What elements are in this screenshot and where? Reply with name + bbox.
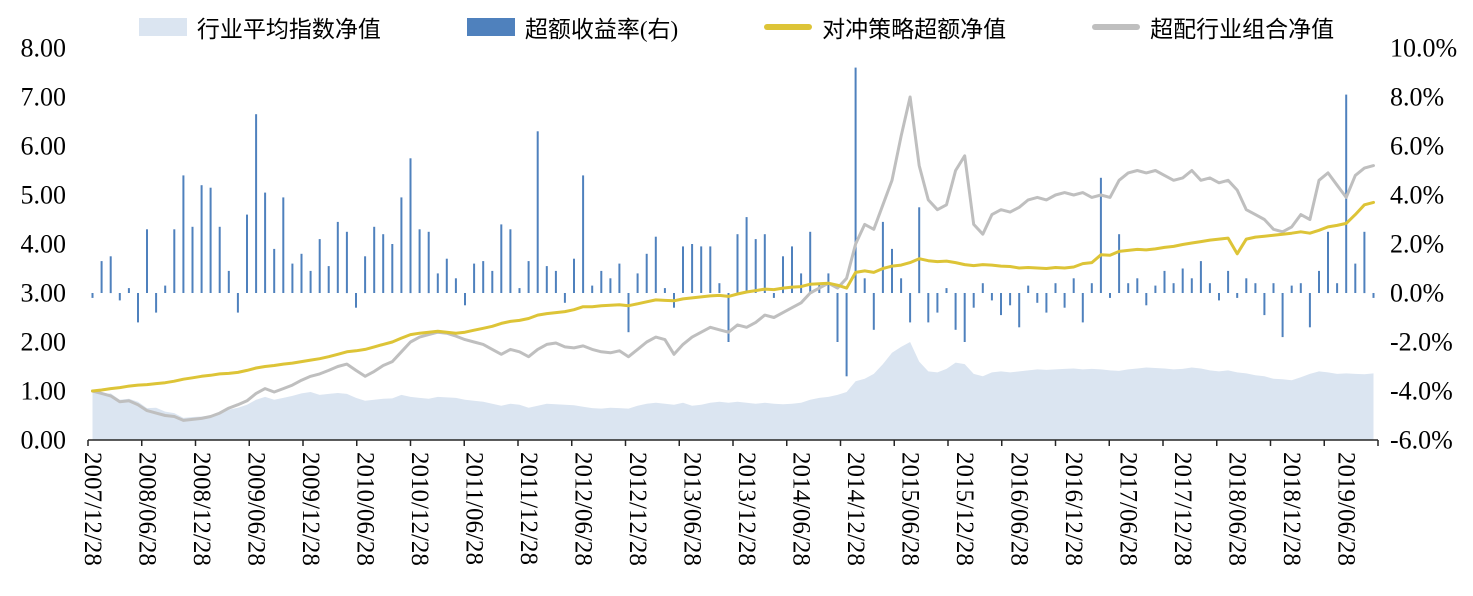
svg-text:2016/06/28: 2016/06/28 — [1006, 452, 1033, 566]
svg-text:2009/12/28: 2009/12/28 — [297, 452, 324, 566]
svg-text:2009/06/28: 2009/06/28 — [243, 452, 270, 566]
svg-text:2007/12/28: 2007/12/28 — [79, 452, 106, 566]
svg-text:2019/06/28: 2019/06/28 — [1333, 452, 1360, 566]
svg-text:2011/06/28: 2011/06/28 — [461, 452, 488, 565]
svg-text:2013/06/28: 2013/06/28 — [679, 452, 706, 566]
svg-text:2014/06/28: 2014/06/28 — [788, 452, 815, 566]
svg-text:7.00: 7.00 — [21, 83, 67, 112]
svg-text:-2.0%: -2.0% — [1390, 328, 1453, 357]
bar-series-swatch-icon — [466, 18, 515, 36]
svg-text:2010/12/28: 2010/12/28 — [406, 452, 433, 566]
svg-text:0.0%: 0.0% — [1390, 279, 1444, 308]
svg-text:2018/12/28: 2018/12/28 — [1278, 452, 1305, 566]
svg-text:2.0%: 2.0% — [1390, 230, 1444, 259]
svg-text:2008/12/28: 2008/12/28 — [188, 452, 215, 566]
bar-series-excess-return — [91, 67, 1375, 377]
legend-label: 超配行业组合净值 — [1150, 17, 1335, 42]
svg-text:5.00: 5.00 — [21, 181, 67, 210]
svg-text:2011/12/28: 2011/12/28 — [515, 452, 542, 565]
legend-label: 超额收益率(右) — [524, 17, 679, 42]
svg-text:2017/12/28: 2017/12/28 — [1169, 452, 1196, 566]
svg-text:2008/06/28: 2008/06/28 — [134, 452, 161, 566]
svg-text:2014/12/28: 2014/12/28 — [842, 452, 869, 566]
x-axis-line — [87, 439, 1379, 446]
gray-line-swatch-icon — [1092, 24, 1141, 30]
svg-text:8.0%: 8.0% — [1390, 83, 1444, 112]
svg-text:2015/06/28: 2015/06/28 — [897, 452, 924, 566]
line-series-hedge-excess — [91, 200, 1375, 393]
svg-text:2010/06/28: 2010/06/28 — [352, 452, 379, 566]
svg-text:2013/12/28: 2013/12/28 — [733, 452, 760, 566]
legend-item-hedge-strategy: 对冲策略超额净值 — [764, 10, 1006, 44]
area-series-industry-avg — [92, 342, 1374, 440]
svg-text:2015/12/28: 2015/12/28 — [951, 452, 978, 566]
svg-text:10.0%: 10.0% — [1390, 34, 1457, 63]
svg-text:3.00: 3.00 — [21, 279, 67, 308]
legend-item-overweight-portfolio: 超配行业组合净值 — [1092, 10, 1334, 44]
legend-item-industry-avg-index: 行业平均指数净值 — [138, 10, 381, 44]
svg-text:6.0%: 6.0% — [1390, 132, 1444, 161]
line-series-overweight-portfolio — [91, 95, 1375, 422]
chart-legend: 行业平均指数净值 超额收益率(右) 对冲策略超额净值 超配行业组合净值 — [0, 10, 1473, 44]
svg-text:-6.0%: -6.0% — [1390, 426, 1453, 455]
x-axis-labels: 2007/12/28 2008/06/28 2008/12/28 2009/06/28… — [79, 452, 1360, 566]
legend-item-excess-return: 超额收益率(右) — [466, 10, 679, 44]
svg-text:2012/12/28: 2012/12/28 — [624, 452, 651, 566]
svg-text:2016/12/28: 2016/12/28 — [1060, 452, 1087, 566]
svg-text:1.00: 1.00 — [21, 377, 67, 406]
svg-text:2017/06/28: 2017/06/28 — [1115, 452, 1142, 566]
svg-text:6.00: 6.00 — [21, 132, 67, 161]
svg-text:4.0%: 4.0% — [1390, 181, 1444, 210]
svg-text:0.00: 0.00 — [21, 426, 67, 455]
legend-label: 行业平均指数净值 — [196, 17, 381, 42]
legend-label: 对冲策略超额净值 — [822, 17, 1007, 42]
area-series-swatch-icon — [138, 18, 187, 36]
svg-text:4.00: 4.00 — [21, 230, 67, 259]
svg-text:8.00: 8.00 — [21, 34, 67, 63]
y-axis-right-labels: 10.0% 8.0% 6.0% 4.0% 2.0% 0.0% -2.0% -4.0% -6.0% — [1390, 34, 1457, 455]
yellow-line-swatch-icon — [764, 24, 813, 30]
svg-text:2018/06/28: 2018/06/28 — [1224, 452, 1251, 566]
svg-text:2012/06/28: 2012/06/28 — [570, 452, 597, 566]
svg-text:-4.0%: -4.0% — [1390, 377, 1453, 406]
svg-text:2.00: 2.00 — [21, 328, 67, 357]
y-axis-left-labels: 8.00 7.00 6.00 5.00 4.00 3.00 2.00 1.00 0.00 — [21, 34, 67, 455]
